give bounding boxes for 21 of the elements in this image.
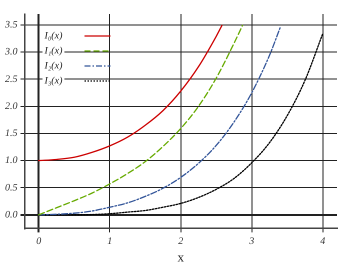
line-series xyxy=(38,24,244,216)
x-tick-label: 4 xyxy=(320,236,326,248)
y-tick-label: 3.0 xyxy=(4,46,18,58)
y-tick-label: 0.0 xyxy=(5,209,18,220)
line-series xyxy=(38,26,281,216)
y-tick-label: 0.5 xyxy=(5,182,18,194)
y-tick-label: 1.5 xyxy=(5,128,18,140)
x-tick-label: 3 xyxy=(248,236,254,248)
legend-label: I₁(x) xyxy=(44,46,64,57)
x-tick-label: 2 xyxy=(178,236,184,248)
line-series xyxy=(38,24,223,162)
y-tick-label: 1.0 xyxy=(5,155,18,166)
x-tick-label: 1 xyxy=(107,236,112,248)
y-tick-label: 3.5 xyxy=(4,19,18,30)
legend-label: I₂(x) xyxy=(44,60,64,72)
x-axis-title: x xyxy=(178,250,184,265)
x-tick-label: 0 xyxy=(36,236,42,248)
y-tick-label: 2.5 xyxy=(5,74,18,85)
y-tick-label: 2.0 xyxy=(5,100,18,112)
legend-label: I₃(x) xyxy=(44,76,64,87)
legend-label: I₀(x) xyxy=(44,30,64,42)
